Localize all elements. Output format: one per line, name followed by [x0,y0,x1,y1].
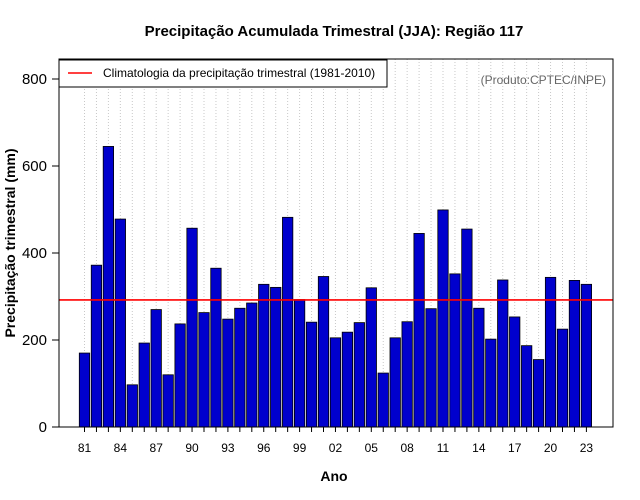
bar-1987 [150,309,162,428]
bar-1984 [114,218,126,428]
x-axis: 81 84 87 90 93 96 99 02 05 08 11 14 17 20 23 [78,427,594,455]
plot-frame [58,58,614,428]
y-tick-label: 600 [22,158,47,175]
x-tick-label: 23 [580,441,594,455]
bar-2012 [449,273,461,428]
x-tick-label: 90 [185,441,199,455]
bar-2014 [473,307,485,428]
bar-2004 [353,322,365,428]
x-tick-label: 11 [437,441,450,455]
legend-label: Climatologia da precipitação trimestral … [103,66,375,80]
bar-2005 [365,287,377,428]
bar-2007 [389,337,401,428]
bar-2018 [521,345,533,428]
bar-1996 [258,283,270,428]
x-tick-label: 17 [508,441,522,455]
x-tick-label: 20 [544,441,558,455]
bar-1994 [234,307,246,428]
bar-2023 [580,283,593,428]
x-tick-label: 96 [257,441,271,455]
x-axis-label: Ano [320,468,347,484]
bar-series [78,146,593,428]
credit-text: (Produto:CPTEC/INPE) [481,73,606,87]
x-tick-label: 84 [114,441,128,455]
y-tick-label: 0 [39,419,47,436]
bar-1981 [78,352,91,428]
bar-1990 [186,227,198,428]
bar-2008 [401,321,413,428]
bar-2013 [461,228,473,428]
x-tick-label: 99 [293,441,307,455]
y-tick-label: 200 [22,332,47,349]
bar-2016 [497,279,509,428]
y-axis: 0 200 400 600 800 [22,71,59,436]
bar-2021 [556,328,569,428]
legend-box [58,59,388,88]
bar-1995 [246,302,258,428]
bar-1982 [90,264,103,428]
bar-1985 [126,384,138,428]
y-tick-label: 400 [22,245,47,262]
bar-2019 [533,359,545,428]
bar-1992 [210,267,222,428]
bar-2022 [568,279,581,428]
bar-2010 [425,308,437,428]
bar-2006 [377,372,389,428]
x-tick-label: 02 [329,441,343,455]
y-axis-label: Precipitação trimestral (mm) [2,148,18,337]
legend: Climatologia da precipitação trimestral … [58,59,388,88]
x-tick-label: 93 [221,441,235,455]
bar-1983 [102,146,114,428]
bar-1986 [138,342,150,428]
bar-1998 [282,216,294,428]
bar-2015 [485,338,497,428]
x-tick-label: 08 [400,441,414,455]
y-tick-label: 800 [22,71,47,88]
bar-2001 [317,276,330,428]
x-tick-label: 81 [78,441,92,455]
bar-2009 [413,233,425,428]
bar-1997 [270,286,282,428]
bar-1988 [162,374,174,428]
bar-2017 [509,316,521,428]
bar-1993 [222,318,234,428]
chart-title: Precipitação Acumulada Trimestral (JJA):… [145,23,524,40]
bar-2000 [305,321,318,428]
bar-1991 [198,312,210,428]
bar-1999 [293,299,306,428]
x-tick-label: 14 [472,441,486,455]
bar-2002 [329,337,342,428]
x-tick-label: 05 [365,441,379,455]
bar-1989 [174,323,186,428]
bar-2011 [437,209,449,428]
x-tick-label: 87 [150,441,164,455]
bar-2003 [341,331,354,428]
